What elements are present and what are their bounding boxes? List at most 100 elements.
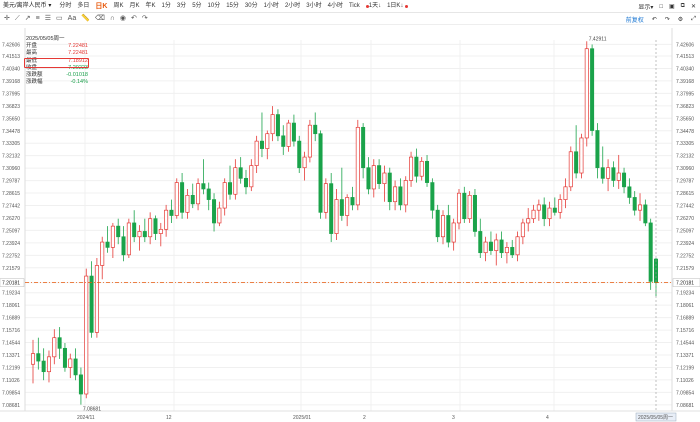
fib-icon[interactable]: ☰ [44,14,52,22]
candle-body [41,360,46,373]
eraser-icon[interactable]: ⌫ [94,14,105,22]
candle-body [515,236,520,256]
settings-icon[interactable]: ⚙ [677,16,684,23]
y-tick-label-left: 7.21579 [2,266,20,272]
candle-body [153,218,158,234]
period-toolbar: 美元/离岸人民币 ▾ 分时 多日 日K 周K 月K 年K 1分 3分 5分 10分 15分 30分 1小… [0,0,700,13]
candle-body [185,194,190,213]
y-tick-label-left: 7.36823 [2,104,20,110]
redo-icon[interactable]: ↷ [664,16,670,23]
candle-body [638,204,643,211]
candle-body [212,199,217,224]
period-12[interactable]: 1小时 [263,2,279,9]
period-3[interactable]: 周K [113,2,124,9]
period-1[interactable]: 多日 [77,2,90,9]
candle-body [611,167,616,181]
candle-body [558,199,563,213]
y-tick-label-left: 7.08681 [2,403,20,409]
candle-body [132,222,137,238]
display-menu[interactable]: 显示▾ [638,5,654,11]
visibility-icon[interactable]: ◉ [119,14,126,22]
close-icon[interactable]: ✕ [690,4,696,10]
symbol-selector[interactable]: 美元/离岸人民币 ▾ [3,2,52,9]
x-tick-label: 2 [363,415,366,421]
ohlc-value: 7.18912 [68,57,88,64]
period-5[interactable]: 年K [145,2,156,9]
candle-body [249,165,254,188]
candle-body [116,225,121,238]
candle-body [435,209,440,238]
y-tick-label-right: 7.25097 [676,228,694,234]
ray-icon[interactable]: ↗ [24,14,31,22]
candle-body [126,222,131,256]
ohlc-row: 最低 7.18912 [26,58,88,65]
period-15[interactable]: 4小时 [327,2,343,9]
candle-body [590,48,595,131]
adjust-mode-button[interactable]: 前复权 [625,17,644,24]
candle-body [201,183,206,190]
undo-icon[interactable]: ↶ [651,16,657,23]
candle-body [270,114,275,135]
period-2[interactable]: 日K [95,2,108,10]
redo-icon[interactable]: ↷ [141,14,148,22]
y-tick-label-left: 7.11026 [2,378,20,384]
candle-body [579,137,584,174]
candle-body [520,222,525,238]
period-18[interactable]: 1日K↓ [387,2,404,9]
candle-body [275,114,280,137]
period-17[interactable]: 1天↓ [368,2,382,9]
candle-body [584,48,589,139]
period-13[interactable]: 2小时 [284,2,301,9]
candle-body [73,358,78,376]
maximize-icon[interactable]: ▣ [669,4,675,10]
ohlc-row: 涨跌幅 -0.14% [26,79,88,86]
restore-icon[interactable]: ⧉ [680,3,685,9]
candle-body [393,186,398,203]
y-tick-label-right: 7.14544 [676,341,694,347]
candle-body [574,151,579,174]
candlestick-chart[interactable]: 7.42606 7.42606 7.41513 7.41513 7.40340 7.403… [0,26,700,422]
ohlc-value: -0.01018 [66,72,88,79]
candle-body [228,182,233,195]
crosshair-icon[interactable]: ✛ [4,14,10,22]
candle-body [36,353,41,362]
period-6[interactable]: 1分 [161,2,171,9]
y-tick-label-right: 7.37995 [676,91,694,97]
line-icon[interactable]: ⟋ [14,14,20,22]
channel-icon[interactable]: ≡ [35,14,40,22]
magnet-icon[interactable]: ∩ [109,14,115,22]
ohlc-label: 开盘 [26,43,38,50]
candle-body [345,197,350,216]
rectangle-icon[interactable]: ▭ [56,14,63,22]
period-16[interactable]: Tick [348,2,360,9]
candle-body [441,215,446,238]
candle-body [265,133,270,149]
candle-body [217,207,222,224]
ruler-icon[interactable]: 📏 [81,14,90,22]
period-9[interactable]: 10分 [207,2,221,9]
candle-body [627,186,632,198]
candle-body [403,180,408,206]
text-icon[interactable]: Aa [67,14,77,22]
candle-body [430,182,435,211]
y-tick-label-left: 7.16889 [2,316,20,322]
ohlc-row: 开盘 7.22481 [26,43,88,50]
candle-body [547,207,552,220]
period-10[interactable]: 15分 [226,2,239,9]
minimize-icon[interactable]: □ [659,3,663,10]
y-tick-label-left: 7.35650 [2,116,20,122]
y-tick-label-right: 7.39168 [676,79,694,85]
y-tick-label-left: 7.25097 [2,228,20,234]
undo-icon[interactable]: ↶ [130,14,137,22]
period-0[interactable]: 分时 [59,2,72,9]
period-4[interactable]: 月K [129,2,140,9]
period-7[interactable]: 3分 [176,2,187,9]
x-tick-label: 2024/11 [77,415,95,421]
candle-body [606,167,611,179]
period-11[interactable]: 30分 [244,2,258,9]
ohlc-value: -0.14% [70,79,88,86]
expand-icon[interactable]: ⤢ [691,15,696,22]
y-tick-label-right: 7.26270 [676,216,694,222]
period-14[interactable]: 3小时 [306,2,322,9]
period-8[interactable]: 5分 [192,2,202,9]
